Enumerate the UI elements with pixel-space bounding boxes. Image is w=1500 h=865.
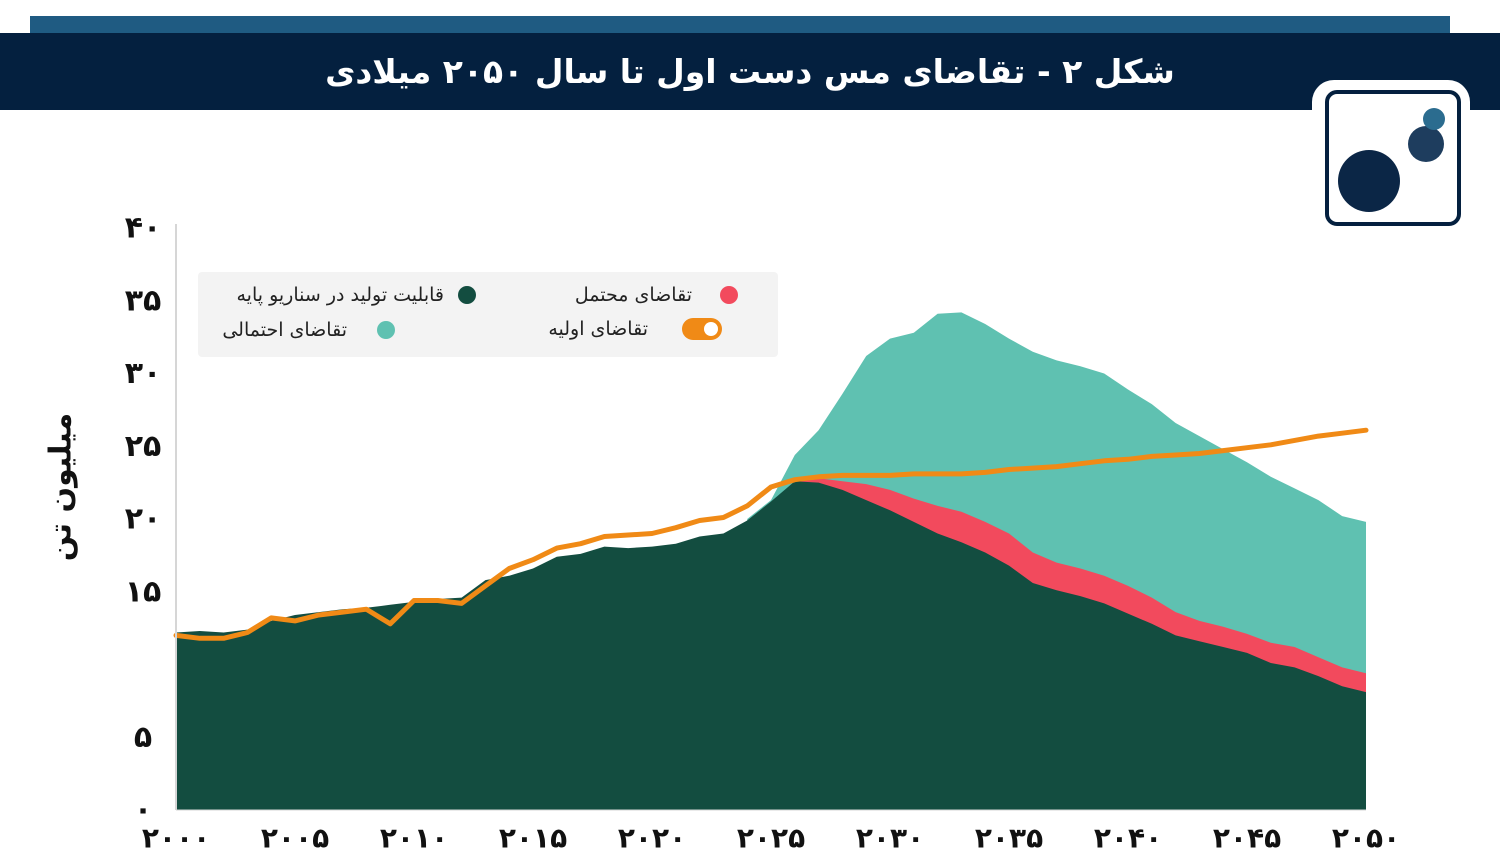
legend-swatch-production (458, 286, 476, 304)
legend-item-primary-demand: تقاضای اولیه (548, 318, 722, 340)
line-primary-demand (173, 427, 1369, 641)
header-accent-strip (30, 16, 1450, 33)
x-tick-label: ۲۰۳۰ (856, 822, 924, 855)
y-tick-label: ۴۰ (125, 211, 162, 246)
legend-item-possible-demand: تقاضای احتمالی (222, 319, 395, 341)
y-tick-label: ۲۰ (125, 502, 162, 537)
x-tick-label: ۲۰۴۵ (1213, 822, 1281, 855)
x-tick-label: ۲۰۳۵ (975, 822, 1043, 855)
legend-label-primary-demand: تقاضای اولیه (548, 318, 648, 340)
legend-item-probable-demand: تقاضای محتمل (575, 284, 738, 306)
header-band (0, 33, 1500, 110)
x-tick-label: ۲۰۱۰ (380, 822, 448, 855)
three-dots-logo-icon (1325, 90, 1461, 226)
legend-item-production: قابلیت تولید در سناریو پایه (236, 284, 476, 306)
legend-label-probable-demand: تقاضای محتمل (574, 284, 692, 306)
legend-toggle-primary-demand[interactable] (682, 318, 722, 340)
legend-label-production: قابلیت تولید در سناریو پایه (236, 284, 444, 306)
y-tick-label: ۵ (134, 720, 152, 755)
area-production (176, 481, 1366, 810)
y-axis-label: میلیون تن (43, 412, 79, 562)
x-tick-label: ۲۰۲۵ (737, 822, 805, 855)
y-tick-label: ۱۵ (125, 574, 162, 609)
page-title: شکل ۲ - تقاضای مس دست اول تا سال ۲۰۵۰ می… (325, 52, 1175, 91)
legend-swatch-possible-demand (377, 321, 395, 339)
y-tick-label: ۳۵ (125, 283, 162, 318)
y-tick-label: ۲۵ (125, 429, 162, 464)
legend-swatch-probable-demand (720, 286, 738, 304)
y-tick-label: ۳۰ (125, 356, 162, 391)
logo-dot-small (1423, 108, 1445, 130)
logo-dot-medium (1408, 126, 1444, 162)
chart-legend: قابلیت تولید در سناریو پایه تقاضای محتمل… (198, 272, 778, 357)
x-tick-label: ۲۰۲۰ (618, 822, 686, 855)
x-tick-label: ۲۰۵۰ (1332, 822, 1400, 855)
y-tick-label: ۰ (134, 793, 152, 828)
x-tick-label: ۲۰۴۰ (1094, 822, 1162, 855)
legend-label-possible-demand: تقاضای احتمالی (222, 319, 347, 341)
x-tick-label: ۲۰۰۵ (261, 822, 329, 855)
x-tick-label: ۲۰۱۵ (499, 822, 567, 855)
logo-dot-large (1338, 150, 1400, 212)
x-tick-label: ۲۰۰۰ (142, 822, 210, 855)
